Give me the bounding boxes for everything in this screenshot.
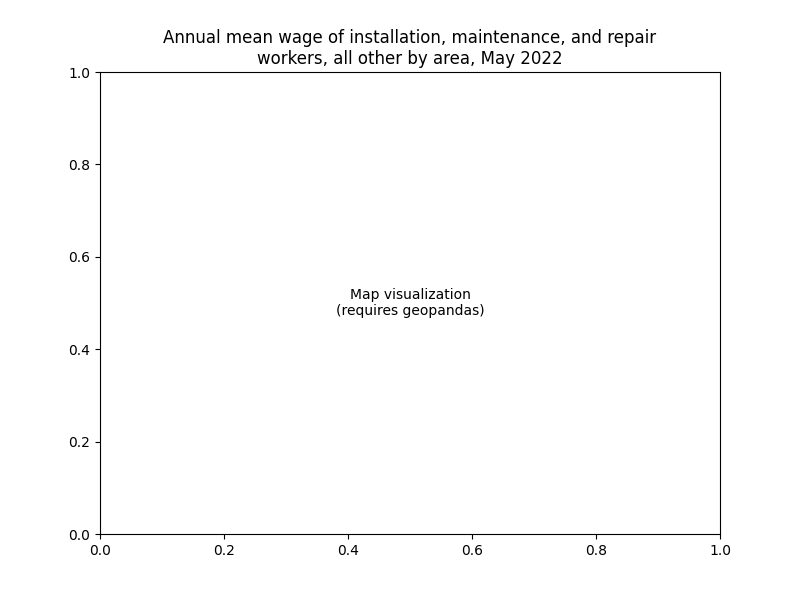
Text: Map visualization
(requires geopandas): Map visualization (requires geopandas) [336, 288, 484, 318]
Title: Annual mean wage of installation, maintenance, and repair
workers, all other by : Annual mean wage of installation, mainte… [163, 29, 657, 68]
